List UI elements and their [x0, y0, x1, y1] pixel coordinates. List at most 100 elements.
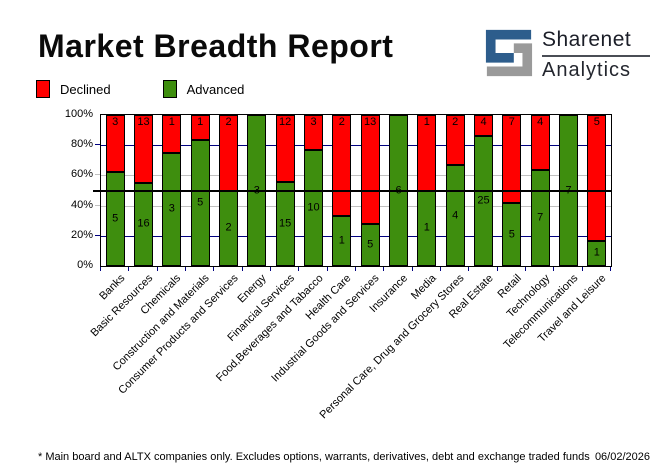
advanced-value-label: 15: [279, 217, 292, 230]
logo-text: Sharenet Analytics: [542, 28, 652, 82]
bar-segment-advanced: [360, 224, 380, 266]
x-axis-tick: [128, 267, 130, 271]
gridline-gray: [101, 205, 611, 207]
y-axis-tick: [95, 174, 100, 176]
x-axis-tick: [185, 267, 186, 271]
x-axis-tick: [241, 267, 243, 271]
declined-value-label: 7: [508, 116, 515, 128]
advanced-value-label: 7: [537, 211, 544, 224]
bar-segment-advanced: [530, 169, 550, 266]
y-axis-label: 0%: [77, 259, 93, 271]
declined-value-label: 2: [338, 116, 345, 128]
bar-segment-declined: [445, 115, 465, 166]
chart-legend: Declined Advanced: [36, 80, 244, 98]
x-axis-tick: [270, 267, 271, 271]
bar-segment-declined: [134, 115, 153, 183]
gridline-gray: [101, 175, 611, 177]
declined-value-label: 12: [279, 116, 292, 128]
x-axis-tick: [553, 267, 555, 271]
y-axis-tick: [95, 234, 100, 236]
x-axis-tick: [100, 267, 101, 271]
declined-value-label: 13: [364, 116, 377, 128]
x-axis-tick: [496, 267, 498, 271]
y-axis-label: 80%: [70, 138, 93, 151]
x-axis-tick: [440, 267, 441, 271]
bar-industrial-goods-and-services: 13 5: [360, 115, 380, 266]
x-axis-tick: [156, 267, 158, 271]
fifty-percent-line: [93, 189, 611, 192]
x-axis-tick: [411, 267, 413, 271]
report-date: 06/02/2026: [594, 451, 650, 463]
y-axis-label: 100%: [64, 108, 93, 120]
legend-label-advanced: Advanced: [186, 81, 245, 97]
bar-segment-advanced: [304, 149, 323, 266]
advanced-value-label: 10: [307, 201, 320, 214]
logo-divider: [542, 55, 650, 57]
bar-segment-advanced: [332, 215, 352, 266]
bar-segment-advanced: [275, 182, 295, 266]
bar-segment-declined: [105, 115, 125, 172]
advanced-value-label: 3: [168, 202, 175, 215]
bar-real-estate: 4 25: [474, 115, 493, 266]
bar-food-beverages-and-tabacco: 3 10: [304, 115, 323, 266]
bar-segment-advanced: [105, 171, 125, 266]
bar-segment-advanced: [162, 152, 182, 266]
declined-value-label: 2: [452, 116, 459, 128]
bar-segment-declined: [530, 115, 550, 170]
advanced-value-label: 1: [338, 234, 345, 247]
sharenet-logo-icon: [485, 29, 533, 77]
logo-sub-name: Analytics: [542, 59, 632, 81]
sharenet-logo: Sharenet Analytics: [484, 28, 652, 82]
x-axis-tick: [326, 267, 328, 271]
gridline-navy: [101, 145, 611, 147]
bar-segment-declined: [360, 115, 380, 225]
advanced-value-label: 5: [112, 212, 119, 225]
advanced-value-label: 5: [367, 238, 374, 251]
declined-value-label: 3: [112, 116, 119, 128]
footnote: * Main board and ALTX companies only. Ex…: [38, 451, 590, 463]
legend-item-declined: Declined: [36, 80, 111, 98]
bar-segment-declined: [587, 115, 607, 241]
advanced-value-label: 1: [593, 246, 600, 259]
y-axis-label: 20%: [70, 228, 93, 241]
declined-value-label: 1: [197, 116, 204, 128]
page-title: Market Breadth Report: [38, 28, 394, 64]
bar-segment-declined: [162, 115, 182, 153]
gridline-navy: [101, 235, 611, 237]
y-axis-tick: [95, 204, 100, 206]
x-axis-tick: [213, 267, 215, 271]
advanced-value-label: 1: [423, 221, 430, 234]
declined-value-label: 5: [593, 116, 600, 128]
declined-value-label: 4: [537, 116, 544, 128]
x-axis-tick: [468, 267, 470, 271]
declined-swatch: [36, 80, 50, 98]
bar-segment-declined: [190, 115, 210, 141]
bar-basic-resources: 13 16: [134, 115, 153, 266]
bar-segment-declined: [304, 115, 323, 150]
x-axis-tick: [581, 267, 583, 271]
logo-brand-name: Sharenet: [542, 28, 632, 51]
advanced-swatch: [162, 80, 177, 98]
advanced-value-label: 25: [477, 194, 490, 207]
y-axis-tick: [95, 144, 100, 146]
x-axis-tick: [610, 267, 611, 271]
bar-financial-services: 12 15: [275, 115, 295, 266]
declined-value-label: 2: [225, 116, 232, 128]
bar-segment-declined: [275, 115, 295, 183]
bar-segment-advanced: [190, 140, 210, 266]
legend-label-declined: Declined: [60, 81, 111, 97]
advanced-value-label: 4: [452, 209, 459, 222]
advanced-value-label: 5: [197, 196, 204, 209]
y-axis-label: 40%: [70, 198, 93, 211]
x-axis-tick: [355, 267, 356, 271]
y-axis-label: 60%: [70, 168, 93, 181]
